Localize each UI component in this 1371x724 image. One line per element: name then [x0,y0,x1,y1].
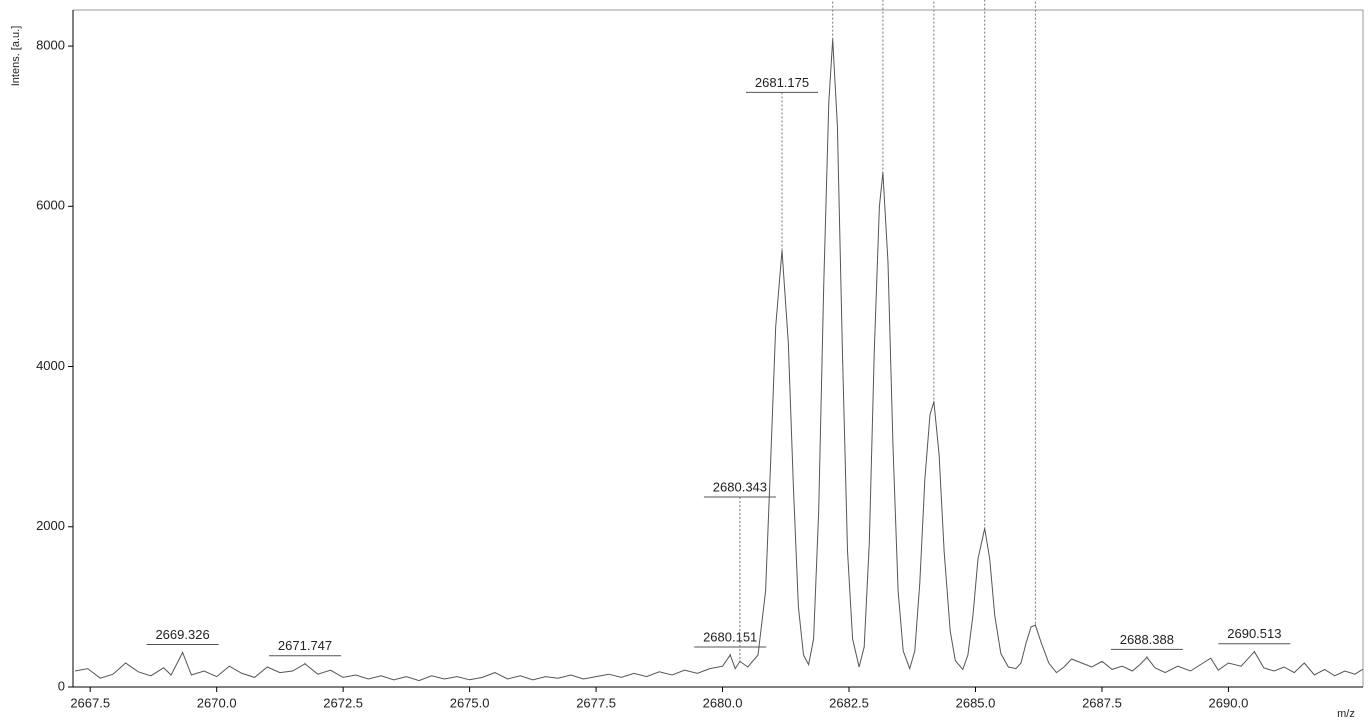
x-tick-label: 2672.5 [323,695,363,710]
x-tick-label: 2677.5 [576,695,616,710]
peak-label: 2681.175 [755,75,809,90]
peak-label: 2680.151 [703,629,757,644]
spectrum-line [74,39,1363,682]
x-tick-label: 2682.5 [829,695,869,710]
x-tick-label: 2667.5 [70,695,110,710]
x-tick-label: 2675.0 [450,695,490,710]
x-tick-label: 2685.0 [956,695,996,710]
y-tick-label: 8000 [36,37,65,52]
peak-label: 2690.513 [1227,626,1281,641]
peak-label: 2671.747 [278,638,332,653]
y-axis-label: Intens. [a.u.] [10,26,22,87]
peak-label: 2680.343 [713,479,767,494]
y-tick-label: 4000 [36,358,65,373]
x-tick-label: 2690.0 [1209,695,1249,710]
x-tick-label: 2670.0 [197,695,237,710]
x-tick-label: 2680.0 [703,695,743,710]
plot-frame [73,9,1364,687]
y-tick-label: 6000 [36,198,65,213]
x-tick-label: 2687.5 [1082,695,1122,710]
peak-label: 2688.388 [1120,632,1174,647]
y-tick-label: 2000 [36,518,65,533]
y-tick-label: 0 [58,678,65,693]
x-axis-label: m/z [1337,708,1355,720]
peak-label: 2669.326 [155,627,209,642]
